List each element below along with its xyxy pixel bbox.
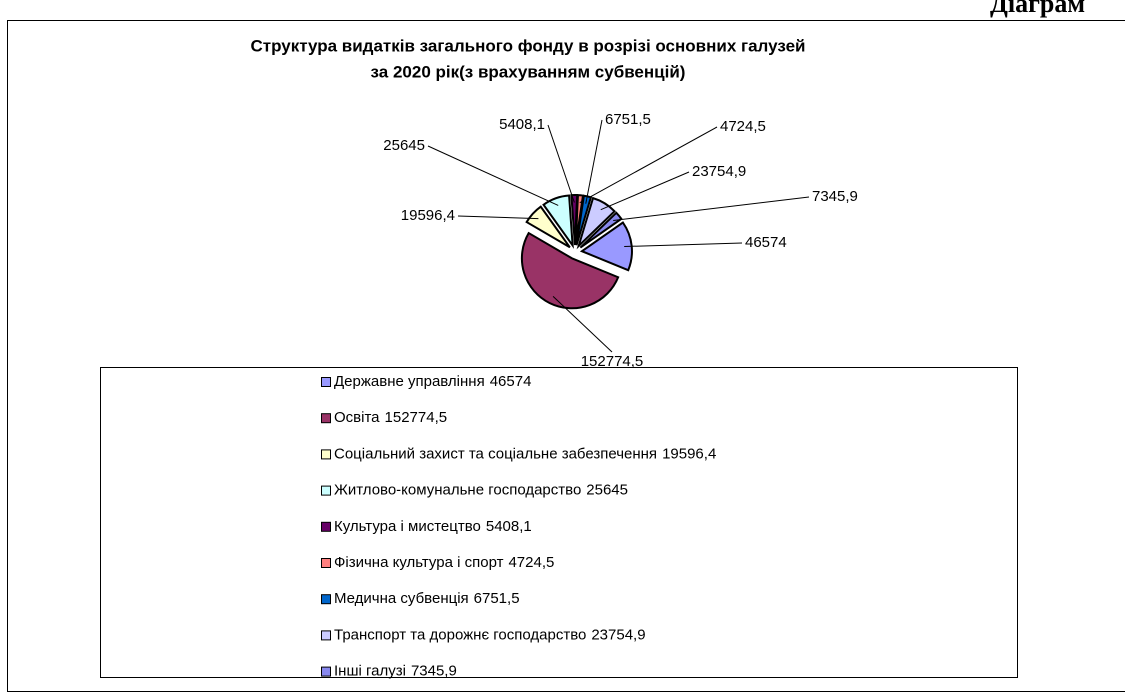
page-header: Діаграм (990, 0, 1085, 18)
legend-label: Соціальний захист та соціальне забезпече… (334, 445, 657, 462)
data-label: 7345,9 (812, 188, 858, 205)
legend-label: Медична субвенція (334, 590, 469, 607)
legend-entry: Медична субвенція 6751,5 (334, 590, 520, 607)
legend-entry: Житлово-комунальне господарство 25645 (334, 482, 628, 499)
legend-swatch (321, 449, 331, 460)
data-label: 5408,1 (499, 116, 545, 133)
legend-swatch (321, 413, 331, 424)
leader-line (457, 215, 539, 220)
chart-title: за 2020 рік(з врахуванням субвенцій) (371, 62, 686, 81)
legend: Державне управління 46574 Освіта 152774,5 Со… (100, 367, 1018, 680)
legend-label: Державне управління (334, 373, 485, 390)
legend-label: Фізична культура і спорт (334, 554, 504, 571)
legend-entry: Фізична культура і спорт 4724,5 (334, 554, 554, 571)
legend-entry: Транспорт та дорожнє господарство 23754,9 (334, 626, 646, 643)
data-label: 4724,5 (720, 118, 766, 135)
data-label: 25645 (383, 137, 425, 154)
pie-slice (579, 211, 623, 249)
legend-swatch (321, 594, 331, 605)
chart-title: Структура видатків загального фонду в ро… (251, 36, 806, 55)
legend-value: 19596,4 (662, 445, 716, 462)
data-label: 46574 (745, 234, 787, 251)
legend-value: 7345,9 (411, 663, 457, 680)
legend-swatch (321, 630, 331, 641)
pie-slice (542, 194, 574, 249)
legend-box (100, 367, 1018, 678)
leader-line (613, 196, 810, 221)
legend-entry: Інші галузі 7345,9 (334, 663, 457, 680)
leader-line (427, 145, 559, 206)
legend-swatch (321, 666, 331, 677)
leader-line (624, 242, 743, 248)
legend-swatch (321, 377, 331, 387)
legend-label: Культура і мистецтво (334, 518, 481, 535)
legend-value: 46574 (490, 373, 532, 390)
data-label: 19596,4 (401, 207, 455, 224)
pie-slice (520, 231, 620, 310)
data-label: 6751,5 (605, 111, 651, 128)
legend-value: 5408,1 (486, 518, 532, 535)
leader-line (600, 171, 690, 211)
legend-label: Інші галузі (334, 663, 406, 680)
pie-slice (525, 205, 571, 249)
legend-value: 23754,9 (591, 626, 645, 643)
pie-slice (576, 196, 616, 250)
leader-line (547, 124, 575, 203)
legend-entry: Культура і мистецтво 5408,1 (334, 518, 532, 535)
legend-entry: Освіта 152774,5 (334, 409, 447, 426)
legend-swatch (321, 558, 331, 568)
legend-label: Транспорт та дорожнє господарство (334, 626, 586, 643)
legend-swatch (321, 521, 331, 532)
legend-value: 25645 (586, 482, 628, 499)
legend-entry: Соціальний захист та соціальне забезпече… (334, 445, 716, 462)
data-label: 23754,9 (692, 163, 746, 180)
leader-line (552, 296, 613, 353)
data-label: 152774,5 (581, 353, 644, 370)
leader-line (579, 126, 718, 204)
legend-label: Житлово-комунальне господарство (334, 482, 581, 499)
pie-slice (579, 221, 633, 272)
legend-swatch (321, 485, 331, 496)
legend-label: Освіта (334, 409, 380, 426)
legend-entry: Державне управління 46574 (334, 373, 531, 390)
pie: 46574 152774,5 19596,4 25645 5408,1 4724,5 675… (383, 111, 858, 370)
legend-value: 4724,5 (508, 554, 554, 571)
legend-value: 6751,5 (474, 590, 520, 607)
legend-value: 152774,5 (385, 409, 448, 426)
leader-line (585, 119, 603, 204)
